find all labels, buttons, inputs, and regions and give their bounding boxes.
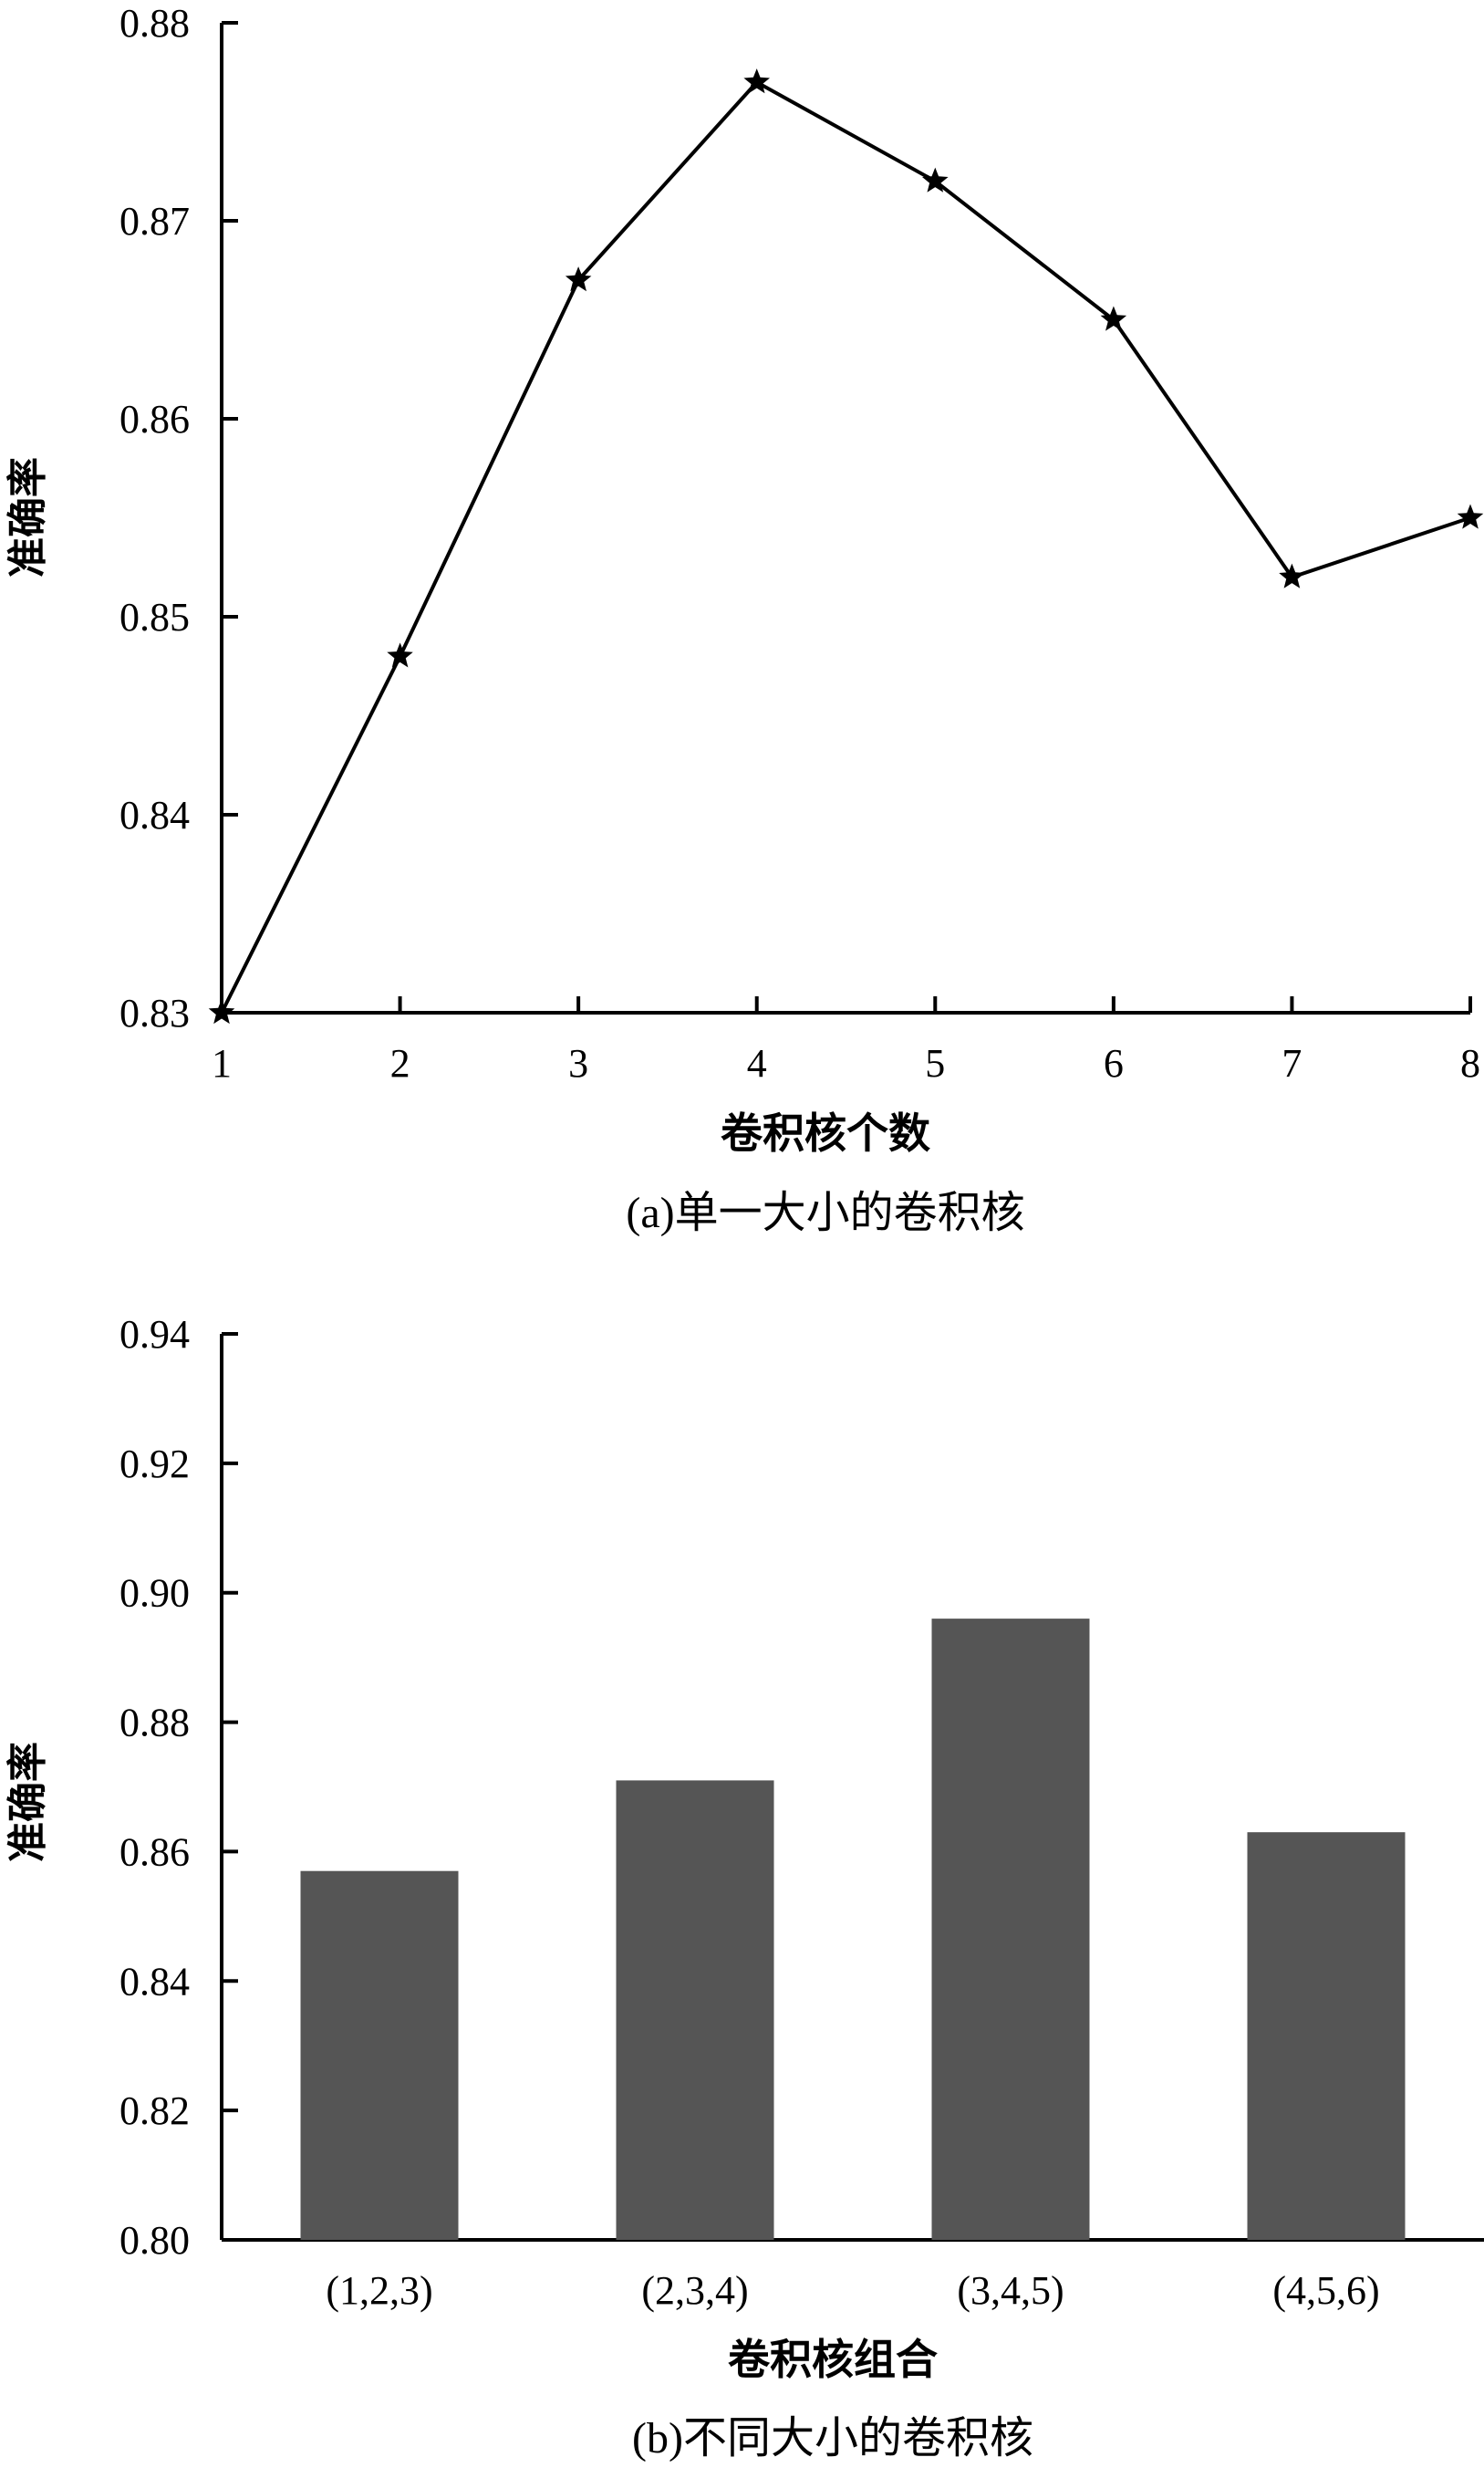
y-tick-label: 0.86 — [119, 397, 190, 442]
accuracy-markers — [208, 68, 1484, 1025]
chart-caption: (a)单一大小的卷积核 — [626, 1189, 1024, 1237]
y-tick-label: 0.86 — [119, 1829, 190, 1874]
y-tick-label: 0.80 — [119, 2218, 190, 2263]
bar — [931, 1619, 1090, 2240]
x-axis-label: 卷积核个数 — [721, 1110, 930, 1157]
data-point-marker — [1279, 563, 1305, 588]
x-tick-label: 7 — [1282, 1041, 1302, 1086]
bar — [616, 1780, 774, 2240]
y-tick-label: 0.90 — [119, 1571, 190, 1616]
line-chart-single-size-kernels: 0.83 0.84 0.85 0.86 0.87 0.88 1 2 3 4 5 6 7 8 准确率 卷积… — [5, 1, 1484, 1237]
y-tick-label: 0.87 — [119, 199, 190, 244]
x-tick-label: 3 — [568, 1041, 588, 1086]
x-tick-label: 8 — [1460, 1041, 1480, 1086]
x-tick-label: 2 — [390, 1041, 410, 1086]
category-label: (2,3,4) — [641, 2268, 748, 2313]
category-label: (1,2,3) — [326, 2268, 432, 2313]
x-axis-label: 卷积核组合 — [728, 2337, 938, 2383]
y-axis-label: 准确率 — [5, 457, 50, 578]
bar — [300, 1870, 459, 2240]
data-point-marker — [387, 642, 413, 668]
bar — [1247, 1832, 1406, 2240]
x-axis-ticks: 1 2 3 4 5 6 7 8 — [212, 996, 1480, 1086]
x-tick-label: 1 — [212, 1041, 232, 1086]
accuracy-line — [220, 79, 1471, 1014]
y-tick-label: 0.84 — [119, 793, 190, 838]
category-label: (4,5,6) — [1272, 2268, 1379, 2313]
bar-chart-kernel-combinations: 0.80 0.82 0.84 0.86 0.88 0.90 0.92 0.94 (1,2,3)… — [5, 1312, 1484, 2462]
y-tick-label: 0.92 — [119, 1442, 190, 1486]
y-tick-label: 0.84 — [119, 1959, 190, 2004]
y-tick-label: 0.83 — [119, 991, 190, 1036]
y-axis-label: 准确率 — [5, 1742, 50, 1862]
y-axis-ticks: 0.83 0.84 0.85 0.86 0.87 0.88 — [119, 1, 238, 1036]
data-point-marker — [922, 167, 949, 193]
category-labels: (1,2,3) (2,3,4) (3,4,5) (4,5,6) — [326, 2268, 1379, 2313]
data-point-marker — [208, 999, 235, 1025]
chart-caption: (b)不同大小的卷积核 — [632, 2414, 1033, 2462]
x-tick-label: 6 — [1104, 1041, 1124, 1086]
x-tick-label: 5 — [925, 1041, 945, 1086]
y-axis-ticks: 0.80 0.82 0.84 0.86 0.88 0.90 0.92 0.94 — [119, 1312, 238, 2263]
y-tick-label: 0.94 — [119, 1312, 190, 1357]
x-tick-label: 4 — [747, 1041, 767, 1086]
bars — [300, 1619, 1406, 2240]
category-label: (3,4,5) — [957, 2268, 1064, 2313]
data-point-marker — [743, 68, 770, 94]
data-point-marker — [565, 266, 592, 292]
data-point-marker — [1100, 306, 1127, 331]
data-point-marker — [1457, 504, 1484, 529]
y-tick-label: 0.88 — [119, 1, 190, 46]
y-tick-label: 0.82 — [119, 2088, 190, 2133]
y-tick-label: 0.88 — [119, 1701, 190, 1745]
y-tick-label: 0.85 — [119, 595, 190, 640]
